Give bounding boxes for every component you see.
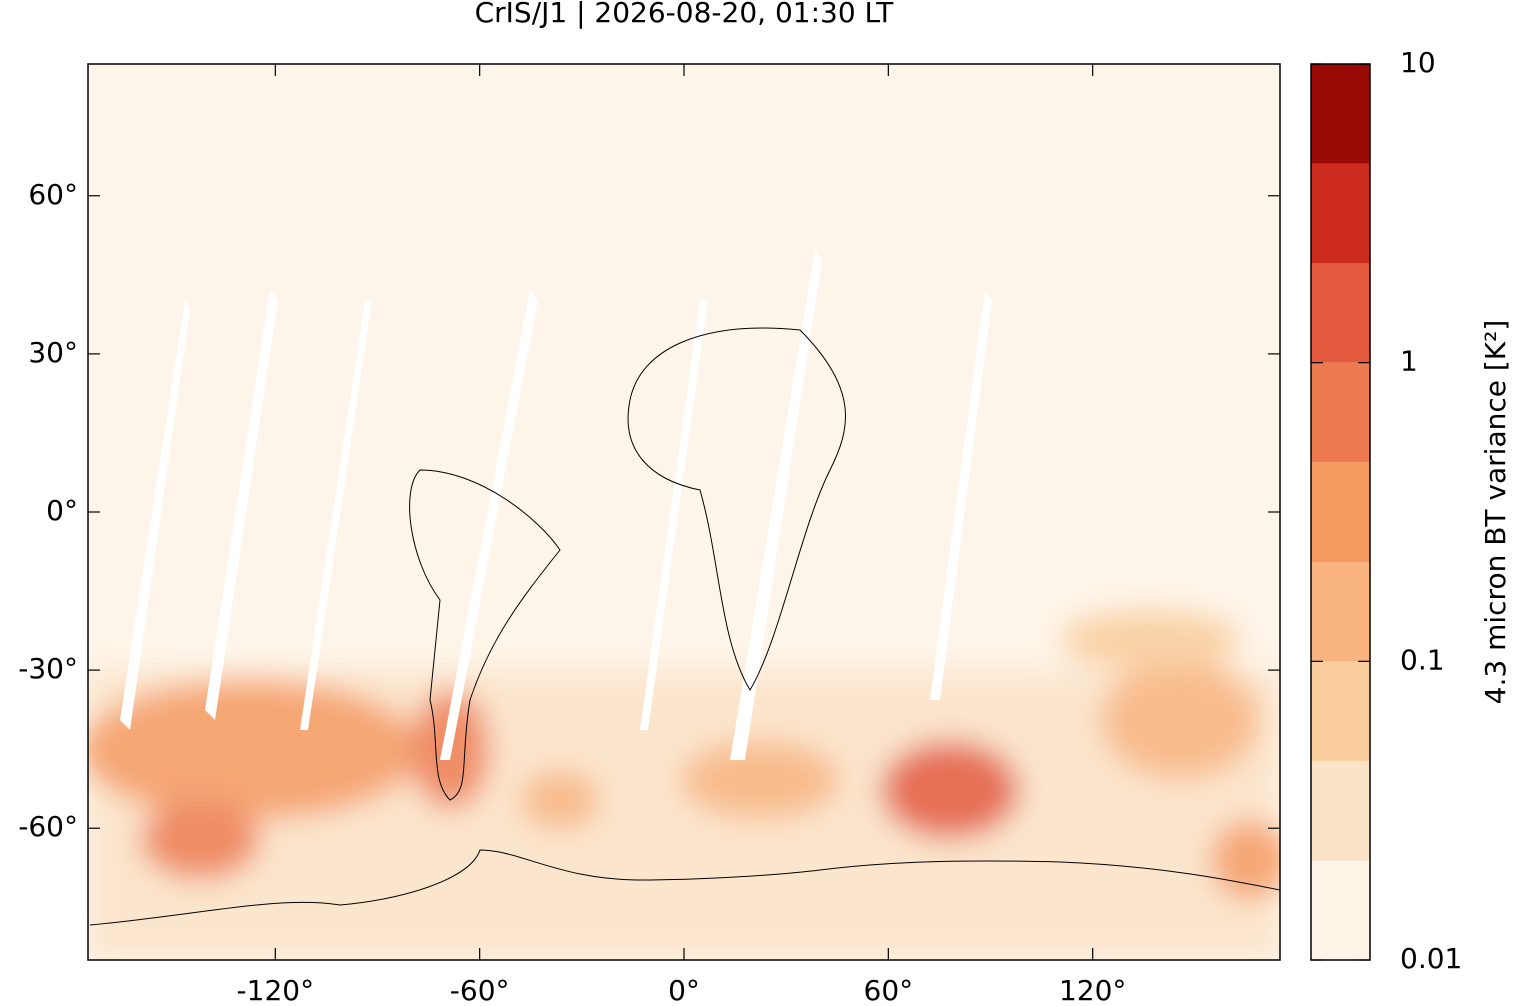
variance-field [88,250,1280,960]
colorbar-band [1311,760,1370,861]
colorbar-tick-label: 0.01 [1400,942,1462,975]
x-tick-label: 120° [1059,974,1126,1002]
colorbar-band [1311,163,1370,264]
colorbar-band [1311,562,1370,662]
colorbar-band [1311,661,1370,761]
x-tick-label: -60° [450,974,510,1002]
colorbar-band [1311,362,1370,463]
chart-title: CrIS/J1 | 2026-08-20, 01:30 LT [475,0,895,29]
y-tick-label: 60° [28,178,78,211]
y-tick-label: -60° [18,810,78,843]
y-tick-label: 30° [28,336,78,369]
colorbar-band [1311,462,1370,563]
colorbar-tick-label: 1 [1400,345,1418,378]
colorbar-band [1311,860,1370,960]
y-tick-label: 0° [46,494,78,527]
colorbar-band [1311,64,1370,164]
colorbar-band [1311,263,1370,363]
y-tick-label: -30° [18,652,78,685]
x-tick-label: 0° [668,974,700,1002]
colorbar-tick-label: 0.1 [1400,643,1445,676]
colorbar-tick-label: 10 [1400,46,1436,79]
colorbar-frame [1310,63,1371,961]
colorbar-label: 4.3 micron BT variance [K²] [1479,320,1512,705]
x-tick-label: -120° [237,974,315,1002]
x-tick-label: 60° [864,974,914,1002]
